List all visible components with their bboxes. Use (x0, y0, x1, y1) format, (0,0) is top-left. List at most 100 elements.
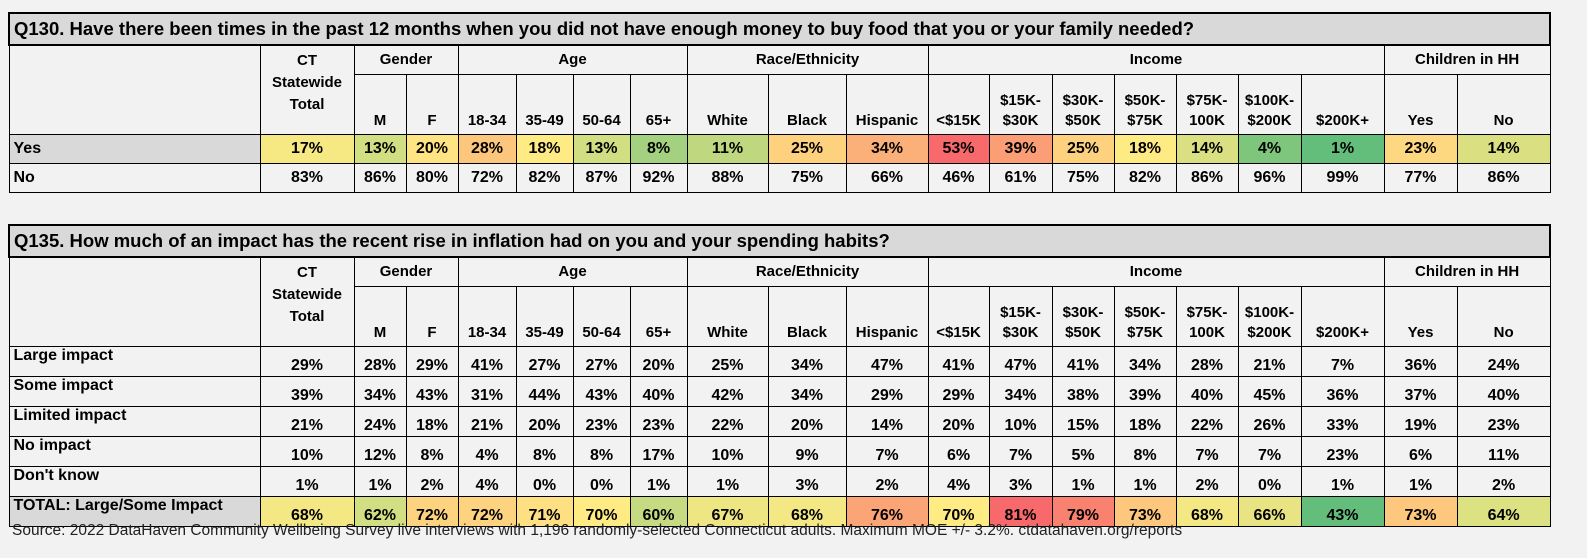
value-cell: 41% (1051, 345, 1115, 377)
row-label-header (8, 44, 261, 135)
value-cell: 86% (1456, 162, 1551, 193)
value-cell: 23% (1383, 133, 1458, 164)
value-cell: 24% (353, 405, 407, 437)
row-label: Yes (8, 133, 261, 164)
column-header: 50-64 (572, 73, 631, 135)
q130-table-container: Q130. Have there been times in the past … (7, 12, 1552, 193)
value-cell: 8% (515, 435, 574, 467)
value-cell: 6% (1383, 435, 1458, 467)
column-header: $100K- $200K (1237, 285, 1302, 347)
value-cell: 0% (1237, 465, 1302, 497)
value-cell: 45% (1237, 375, 1302, 407)
column-header: $50K- $75K (1113, 285, 1177, 347)
table-row: No 83% 86% 80% 72% 82% 87% 92% 88% 75% 66% 46% 61% 75… (8, 162, 1551, 193)
value-cell: 1% (259, 465, 355, 497)
value-cell: 13% (572, 133, 631, 164)
value-cell: 38% (1051, 375, 1115, 407)
value-cell: 75% (1051, 162, 1115, 193)
value-cell: 36% (1300, 375, 1385, 407)
group-header: Gender (353, 256, 459, 287)
value-cell: 26% (1237, 405, 1302, 437)
value-cell: 70% (572, 495, 631, 527)
column-header: Yes (1383, 285, 1458, 347)
column-header: Hispanic (845, 73, 929, 135)
column-header: $15K- $30K (988, 73, 1053, 135)
value-cell: 29% (845, 375, 929, 407)
value-cell: 77% (1383, 162, 1458, 193)
column-header: $75K- 100K (1175, 73, 1239, 135)
value-cell: 87% (572, 162, 631, 193)
group-header: Income (927, 256, 1385, 287)
value-cell: 7% (1175, 435, 1239, 467)
value-cell: 92% (629, 162, 688, 193)
value-cell: 67% (686, 495, 769, 527)
column-header: 18-34 (457, 285, 517, 347)
column-header: $75K- 100K (1175, 285, 1239, 347)
value-cell: 8% (405, 435, 459, 467)
value-cell: 62% (353, 495, 407, 527)
value-cell: 25% (686, 345, 769, 377)
value-cell: 47% (845, 345, 929, 377)
table-row: No impact 10% 12% 8% 4% 8% 8% 17% 10% 9% 7% 6% 7% 5% 8… (8, 435, 1551, 467)
value-cell: 18% (1113, 133, 1177, 164)
value-cell: 47% (988, 345, 1053, 377)
value-cell: 31% (457, 375, 517, 407)
column-header: Yes (1383, 73, 1458, 135)
value-cell: 71% (515, 495, 574, 527)
value-cell: 11% (1456, 435, 1551, 467)
value-cell: 27% (515, 345, 574, 377)
value-cell: 20% (405, 133, 459, 164)
column-header: F (405, 285, 459, 347)
ct-header-line: CT (297, 52, 317, 69)
value-cell: 2% (1175, 465, 1239, 497)
value-cell: 68% (767, 495, 847, 527)
value-cell: 7% (988, 435, 1053, 467)
group-header: Age (457, 256, 688, 287)
question-title: Q135. How much of an impact has the rece… (7, 224, 1552, 258)
value-cell: 0% (515, 465, 574, 497)
column-header: No (1456, 285, 1551, 347)
q135-table: Q135. How much of an impact has the rece… (7, 224, 1552, 527)
value-cell: 11% (686, 133, 769, 164)
value-cell: 33% (1300, 405, 1385, 437)
row-label: Don't know (8, 465, 261, 497)
value-cell: 14% (1456, 133, 1551, 164)
value-cell: 1% (1300, 465, 1385, 497)
ct-header-line: Total (289, 308, 325, 325)
value-cell: 60% (629, 495, 688, 527)
value-cell: 3% (767, 465, 847, 497)
value-cell: 1% (1113, 465, 1177, 497)
table-row: Large impact 29% 28% 29% 41% 27% 27% 20% 25% 34% 4… (8, 345, 1551, 377)
row-label: No (8, 162, 261, 193)
column-header: $30K- $50K (1051, 73, 1115, 135)
question-title: Q130. Have there been times in the past … (7, 12, 1552, 46)
value-cell: 1% (1383, 465, 1458, 497)
value-cell: 18% (405, 405, 459, 437)
column-header: Hispanic (845, 285, 929, 347)
column-header: 50-64 (572, 285, 631, 347)
value-cell: 15% (1051, 405, 1115, 437)
value-cell: 20% (629, 345, 688, 377)
value-cell: 10% (686, 435, 769, 467)
value-cell: 66% (1237, 495, 1302, 527)
group-header: Children in HH (1383, 44, 1551, 75)
value-cell: 29% (927, 375, 990, 407)
group-header: Gender (353, 44, 459, 75)
column-header: 65+ (629, 73, 688, 135)
value-cell: 86% (353, 162, 407, 193)
value-cell: 23% (629, 405, 688, 437)
q130-table: Q130. Have there been times in the past … (7, 12, 1552, 193)
value-cell: 72% (457, 162, 517, 193)
value-cell: 66% (845, 162, 929, 193)
value-cell: 43% (572, 375, 631, 407)
column-header: Black (767, 285, 847, 347)
value-cell: 17% (259, 133, 355, 164)
column-header: 18-34 (457, 73, 517, 135)
value-cell: 37% (1383, 375, 1458, 407)
value-cell: 21% (457, 405, 517, 437)
ct-statewide-total-header: CT Statewide Total (259, 256, 355, 347)
column-header: $50K- $75K (1113, 73, 1177, 135)
table-row: Limited impact 21% 24% 18% 21% 20% 23% 23% 22% 20… (8, 405, 1551, 437)
row-label: No impact (8, 435, 261, 467)
column-header: 65+ (629, 285, 688, 347)
